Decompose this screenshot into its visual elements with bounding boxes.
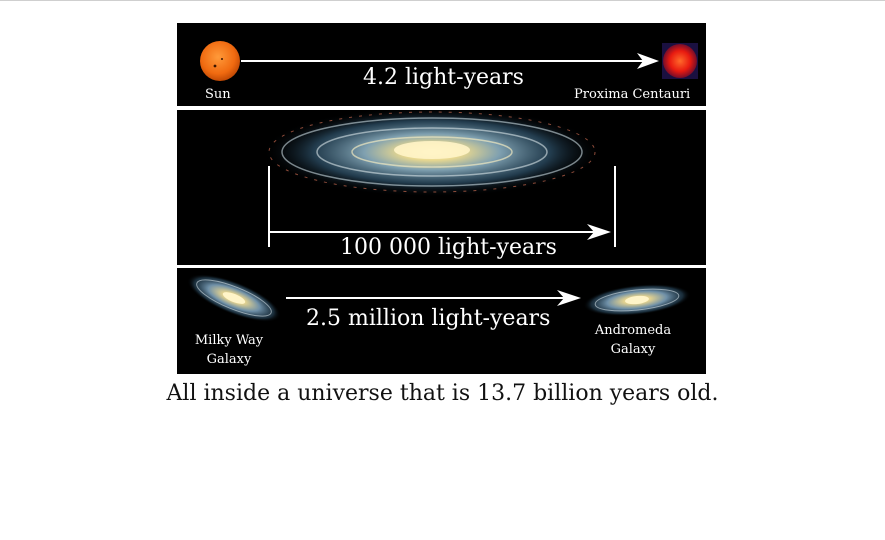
- milky-way-label-line2: Galaxy: [206, 352, 252, 367]
- milky-way-label: Milky Way Galaxy: [189, 331, 269, 369]
- andromeda-label: Andromeda Galaxy: [588, 321, 678, 359]
- small-milky-way-icon: [187, 274, 281, 322]
- sun-icon: [200, 41, 240, 81]
- milkyway-andromeda-panel: 2.5 million light-years Milky Way Galaxy…: [177, 268, 706, 374]
- sun-label: Sun: [205, 87, 231, 102]
- sun-proxima-graphic: [200, 41, 698, 81]
- milky-way-panel: 100 000 light-years: [177, 110, 706, 265]
- distance-arrowhead: [637, 53, 659, 69]
- milky-way-label-line1: Milky Way: [194, 333, 264, 348]
- milky-way-galaxy-icon: [262, 110, 602, 197]
- andromeda-label-line2: Galaxy: [610, 342, 656, 357]
- diameter-arrowhead: [587, 224, 611, 240]
- andromeda-label-line1: Andromeda: [594, 323, 672, 338]
- milky-way-graphic: [262, 110, 616, 247]
- galaxy-distance-arrowhead: [557, 290, 581, 306]
- milkyway-andromeda-distance: 2.5 million light-years: [306, 306, 551, 331]
- top-border: [0, 0, 885, 1]
- milky-way-diameter: 100 000 light-years: [340, 235, 557, 260]
- caption: All inside a universe that is 13.7 billi…: [166, 381, 719, 406]
- sun-proxima-distance: 4.2 light-years: [363, 65, 524, 90]
- andromeda-galaxy-icon: [583, 284, 691, 316]
- milkyway-andromeda-graphic: [187, 274, 691, 322]
- proxima-centauri-label: Proxima Centauri: [574, 87, 691, 102]
- sun-proxima-panel: 4.2 light-years Sun Proxima Centauri: [177, 23, 706, 106]
